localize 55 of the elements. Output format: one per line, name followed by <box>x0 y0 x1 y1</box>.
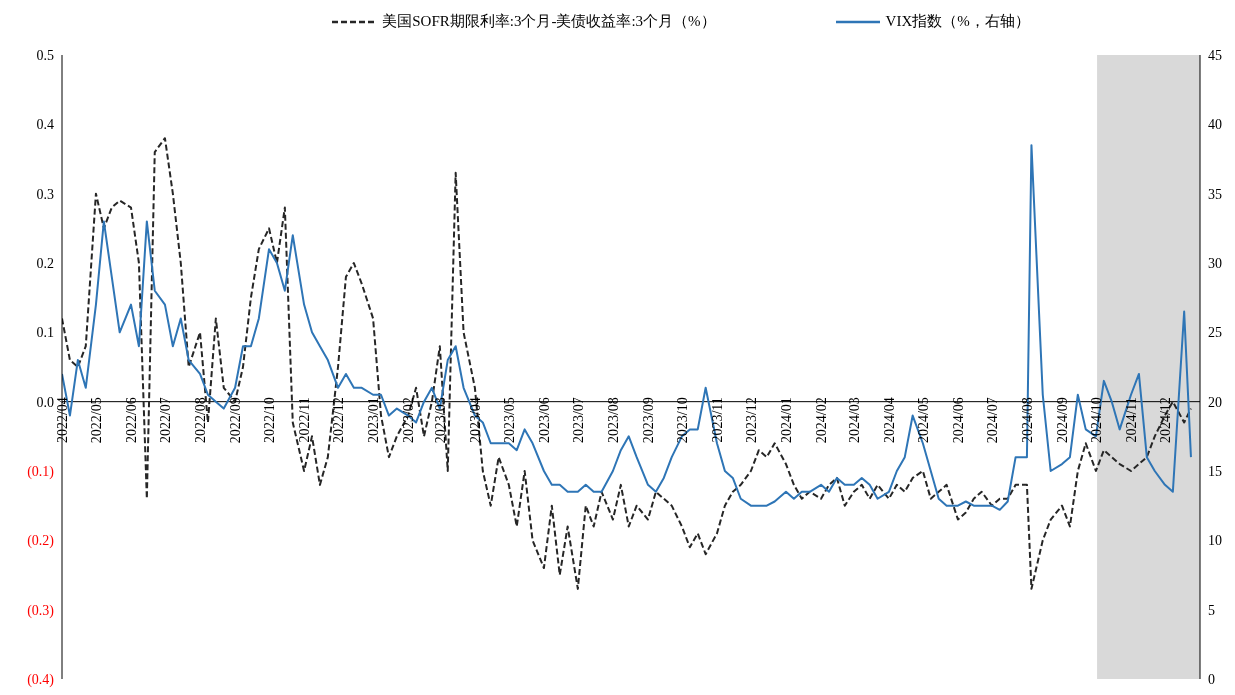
x-tick-label: 2023/08 <box>605 397 621 444</box>
x-tick-label: 2023/03 <box>432 397 448 444</box>
y2-tick-label: 35 <box>1208 186 1222 202</box>
y-tick-label: 0.0 <box>36 394 54 410</box>
x-tick-label: 2023/05 <box>501 397 517 444</box>
y-tick-label: (0.2) <box>27 533 55 550</box>
x-tick-label: 2024/02 <box>814 397 830 444</box>
y-tick-label: 0.4 <box>36 117 54 133</box>
y-tick-label: 0.3 <box>36 186 54 202</box>
y2-tick-label: 40 <box>1208 117 1222 133</box>
x-tick-label: 2022/04 <box>54 397 70 444</box>
x-tick-label: 2023/10 <box>674 397 690 444</box>
x-tick-label: 2024/01 <box>778 397 794 444</box>
x-tick-label: 2022/09 <box>228 397 244 444</box>
x-tick-label: 2022/06 <box>123 397 139 444</box>
x-tick-label: 2022/07 <box>157 397 173 444</box>
y-tick-label: 0.2 <box>36 255 54 271</box>
x-tick-label: 2023/02 <box>401 397 417 444</box>
x-tick-label: 2024/05 <box>915 397 931 444</box>
y2-tick-label: 45 <box>1208 47 1222 63</box>
legend-label: VIX指数（%，右轴） <box>885 12 1030 31</box>
y2-tick-label: 20 <box>1208 394 1222 410</box>
x-tick-label: 2023/07 <box>570 397 586 444</box>
x-tick-label: 2024/06 <box>950 397 966 444</box>
y2-tick-label: 25 <box>1208 325 1222 341</box>
x-tick-label: 2022/08 <box>192 397 208 444</box>
x-tick-label: 2024/12 <box>1157 397 1173 444</box>
x-tick-label: 2024/09 <box>1054 397 1070 444</box>
x-tick-label: 2022/10 <box>261 397 277 444</box>
y2-tick-label: 10 <box>1208 533 1222 549</box>
x-tick-label: 2023/09 <box>640 397 656 444</box>
legend-label: 美国SOFR期限利率:3个月-美债收益率:3个月（%） <box>382 12 716 31</box>
y2-tick-label: 30 <box>1208 255 1222 271</box>
x-tick-label: 2022/05 <box>88 397 104 444</box>
x-tick-label: 2024/11 <box>1123 397 1139 443</box>
y2-tick-label: 15 <box>1208 463 1222 479</box>
y-tick-label: (0.3) <box>27 602 55 619</box>
x-tick-label: 2024/03 <box>846 397 862 444</box>
y-tick-label: (0.1) <box>27 463 55 480</box>
y-tick-label: 0.1 <box>36 325 54 341</box>
x-tick-label: 2024/10 <box>1088 397 1104 444</box>
x-tick-label: 2023/11 <box>709 397 725 443</box>
y-tick-label: 0.5 <box>36 47 54 63</box>
y-tick-label: (0.4) <box>27 671 55 688</box>
y2-tick-label: 5 <box>1208 602 1215 618</box>
y2-tick-label: 0 <box>1208 671 1215 687</box>
x-tick-label: 2023/04 <box>467 397 483 444</box>
x-tick-label: 2023/12 <box>743 397 759 444</box>
x-tick-label: 2024/08 <box>1019 397 1035 444</box>
x-tick-label: 2024/07 <box>984 397 1000 444</box>
x-tick-label: 2023/01 <box>366 397 382 444</box>
x-tick-label: 2022/12 <box>330 397 346 444</box>
x-tick-label: 2022/11 <box>297 397 313 443</box>
x-tick-label: 2024/04 <box>881 397 897 444</box>
x-tick-label: 2023/06 <box>536 397 552 444</box>
